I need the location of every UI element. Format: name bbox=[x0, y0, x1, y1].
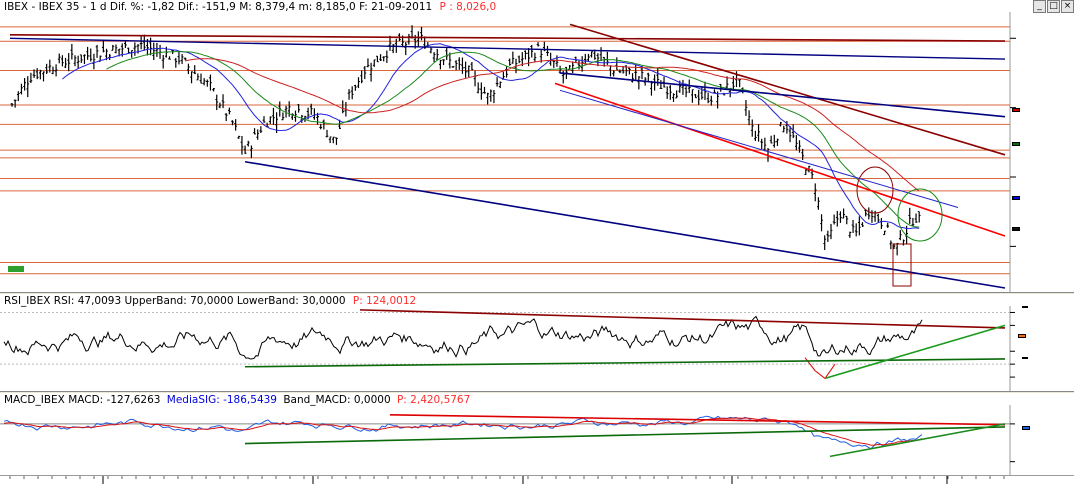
macd-header-signal: MediaSIG: -186,5439 bbox=[166, 394, 277, 406]
price-pill bbox=[1012, 196, 1020, 200]
rsi-header: RSI_IBEX RSI: 47,0093 UpperBand: 70,0000… bbox=[4, 295, 416, 307]
price-pill bbox=[1012, 108, 1020, 112]
price-header-label: IBEX - IBEX 35 - 1 d Dif. %: -1,82 Dif.:… bbox=[4, 1, 433, 13]
macd-signal-line bbox=[3, 417, 923, 446]
rsi-line bbox=[3, 315, 923, 360]
price-scale-bg bbox=[1010, 12, 1074, 292]
trendline-top-navy bbox=[9, 37, 1006, 60]
rsi-value-pill bbox=[1018, 334, 1026, 339]
price-header: IBEX - IBEX 35 - 1 d Dif. %: -1,82 Dif.:… bbox=[4, 1, 496, 13]
macd-header-label: MACD_IBEX MACD: -127,6263 bbox=[4, 394, 161, 406]
close-button[interactable]: × bbox=[1061, 0, 1074, 13]
rsi-trendline-top bbox=[359, 309, 1006, 329]
ma200-line bbox=[185, 58, 920, 192]
rsi-header-last: P: 124,0012 bbox=[352, 295, 417, 307]
macd-trendline-rising bbox=[829, 423, 1006, 458]
date-axis bbox=[0, 475, 1074, 495]
rsi-axis-label bbox=[1022, 305, 1028, 308]
trendline-channel-red bbox=[554, 82, 1006, 237]
logo-mark bbox=[8, 266, 24, 272]
rsi-header-label: RSI_IBEX RSI: 47,0093 UpperBand: 70,0000… bbox=[4, 295, 346, 307]
trendline-top-red bbox=[9, 34, 1006, 42]
ma50-line bbox=[62, 43, 920, 230]
rsi-chart bbox=[0, 306, 1074, 391]
rsi-axis-label bbox=[1022, 357, 1028, 360]
price-pill bbox=[1012, 227, 1020, 231]
macd-value-pill bbox=[1022, 425, 1030, 430]
maximize-button[interactable]: □ bbox=[1047, 0, 1060, 13]
price-header-last: P : 8,026,0 bbox=[439, 1, 497, 13]
rsi-line-red bbox=[804, 357, 836, 380]
macd-header-last: P: 2,420,5767 bbox=[396, 394, 471, 406]
price-pill bbox=[1012, 142, 1020, 146]
macd-trendline-green bbox=[244, 426, 1006, 445]
macd-scale-bg bbox=[1010, 405, 1074, 475]
macd-header-band: Band_MACD: 0,0000 bbox=[283, 394, 391, 406]
macd-chart bbox=[0, 405, 1074, 475]
trendline-channel-bottom bbox=[244, 160, 1006, 289]
annotation-ellipse-green bbox=[897, 188, 943, 242]
ma100-line bbox=[106, 51, 920, 228]
rsi-trendline-bottom bbox=[244, 358, 1006, 368]
rsi-scale-bg bbox=[1010, 306, 1074, 391]
trendline-descending-red bbox=[569, 23, 1006, 156]
rsi-trendline-rising bbox=[824, 324, 1006, 380]
price-window-controls: _ □ × bbox=[1032, 0, 1074, 13]
annotation-box bbox=[892, 243, 912, 287]
price-chart bbox=[0, 12, 1074, 292]
trendline-upper-navy bbox=[559, 72, 1006, 118]
macd-trendline-red bbox=[389, 414, 1006, 426]
trendline-thin-blue bbox=[559, 89, 959, 209]
price-panel: IBEX - IBEX 35 - 1 d Dif. %: -1,82 Dif.:… bbox=[0, 0, 1074, 293]
macd-header: MACD_IBEX MACD: -127,6263 MediaSIG: -186… bbox=[4, 394, 470, 406]
date-axis-ticks bbox=[9, 476, 1005, 484]
rsi-panel: RSI_IBEX RSI: 47,0093 UpperBand: 70,0000… bbox=[0, 294, 1074, 392]
minimize-button[interactable]: _ bbox=[1033, 0, 1046, 13]
annotation-ellipse-red bbox=[856, 166, 894, 214]
macd-panel: MACD_IBEX MACD: -127,6263 MediaSIG: -186… bbox=[0, 393, 1074, 475]
